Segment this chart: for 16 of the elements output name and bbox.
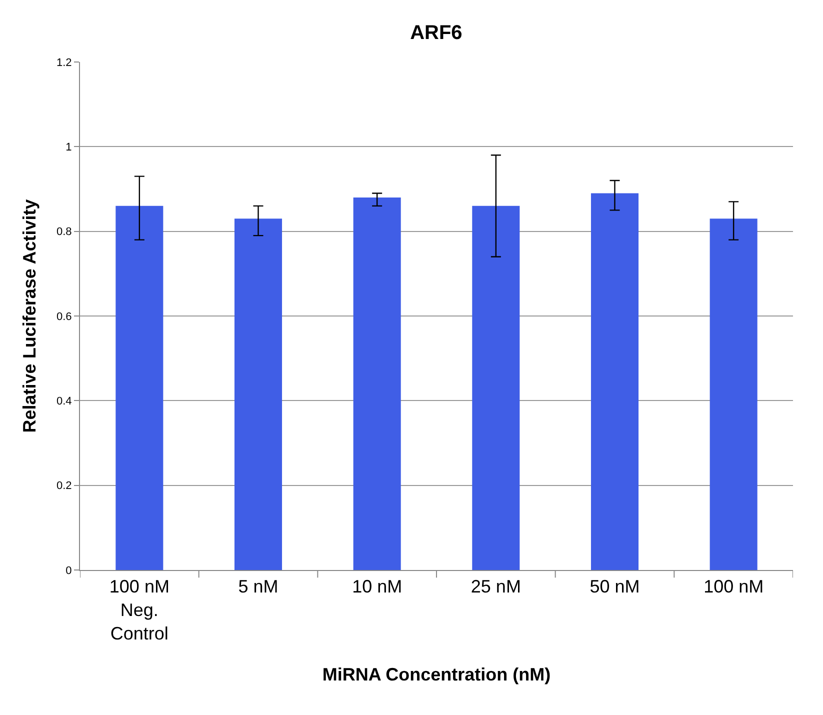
y-tick-label: 0.6 bbox=[56, 310, 72, 323]
y-axis-title: Relative Luciferase Activity bbox=[20, 199, 40, 433]
x-tick-label: 25 nM bbox=[470, 576, 521, 597]
x-tick-label: 100 nM Neg. Control bbox=[109, 576, 170, 644]
y-tick-label: 0.4 bbox=[56, 396, 72, 408]
x-tick-label: 10 nM bbox=[352, 576, 402, 597]
y-tick-label: 1 bbox=[66, 142, 72, 154]
x-tick-label: 5 nM bbox=[238, 576, 278, 597]
y-tick-label: 1.2 bbox=[56, 56, 72, 69]
chart-title: ARF6 bbox=[410, 22, 462, 44]
x-tick-label: 100 nM bbox=[704, 576, 764, 597]
x-axis-title: MiRNA Concentration (nM) bbox=[322, 664, 551, 684]
y-tick-label: 0.8 bbox=[56, 226, 72, 238]
x-tick-label: 50 nM bbox=[590, 576, 640, 597]
y-tick-label: 0 bbox=[66, 564, 72, 577]
y-tick-label: 0.2 bbox=[56, 480, 72, 492]
